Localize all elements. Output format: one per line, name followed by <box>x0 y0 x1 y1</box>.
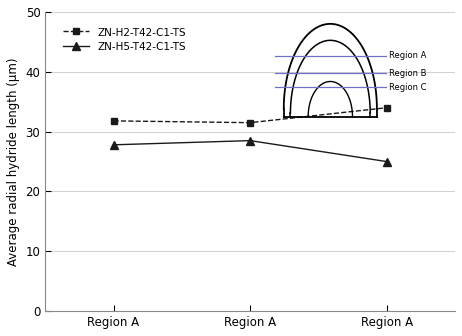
Text: Region B: Region B <box>389 69 426 78</box>
ZN-H5-T42-C1-TS <box>247 139 253 143</box>
Line: ZN-H5-T42-C1-TS: ZN-H5-T42-C1-TS <box>109 136 391 166</box>
Text: Region A: Region A <box>389 51 426 60</box>
ZN-H5-T42-C1-TS <box>111 143 116 147</box>
Line: ZN-H2-T42-C1-TS: ZN-H2-T42-C1-TS <box>110 104 390 126</box>
Text: Region C: Region C <box>389 83 426 92</box>
Y-axis label: Average radial hydride length (μm): Average radial hydride length (μm) <box>7 57 20 266</box>
ZN-H5-T42-C1-TS <box>384 160 389 164</box>
Legend: ZN-H2-T42-C1-TS, ZN-H5-T42-C1-TS: ZN-H2-T42-C1-TS, ZN-H5-T42-C1-TS <box>59 23 190 56</box>
ZN-H2-T42-C1-TS <box>384 106 389 110</box>
ZN-H2-T42-C1-TS <box>247 121 253 125</box>
ZN-H2-T42-C1-TS <box>111 119 116 123</box>
